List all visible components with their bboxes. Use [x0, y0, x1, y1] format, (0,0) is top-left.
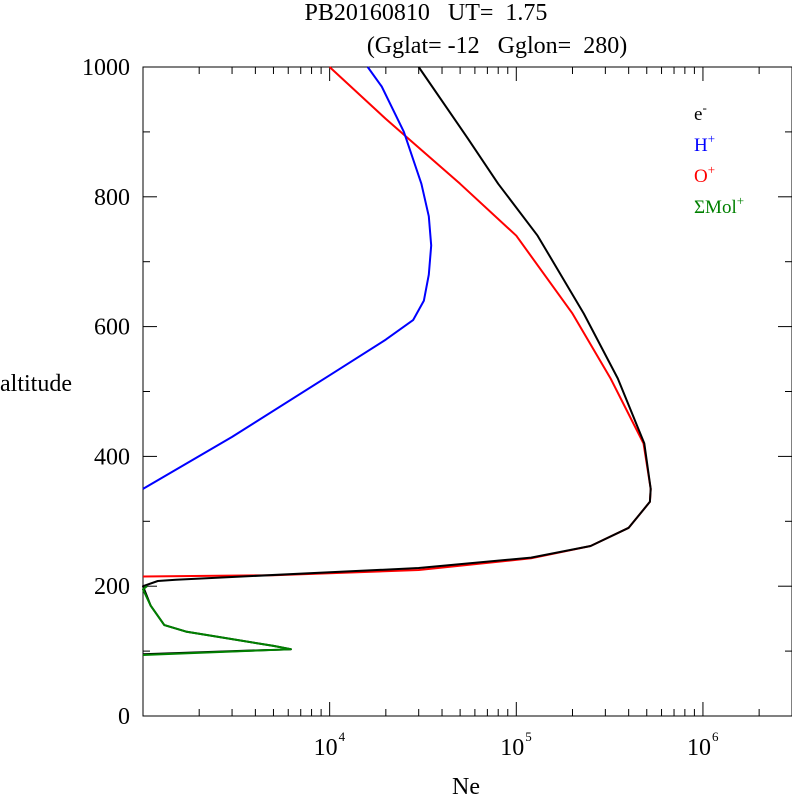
- series-group: [142, 66, 652, 656]
- y-tick-label: 800: [94, 185, 130, 211]
- x-tick-exponent: 6: [712, 729, 719, 744]
- plot-frame: [142, 66, 792, 717]
- y-tick-label: 600: [94, 315, 130, 341]
- x-tick-label: 10: [500, 735, 524, 761]
- y-tick-label: 400: [94, 444, 130, 470]
- legend-item-h: H+: [694, 131, 715, 156]
- y-tick-labels: 0 200 400 600 800 1000: [82, 55, 130, 730]
- y-tick-label: 1000: [82, 55, 130, 81]
- axis-ticks: [142, 66, 792, 717]
- legend: e- H+ O+ ΣMol+: [694, 100, 744, 218]
- legend-item-mol: ΣMol+: [694, 193, 744, 218]
- chart-title-line2: (Gglat= -12 Gglon= 280): [367, 33, 627, 59]
- series-o-line: [142, 66, 652, 578]
- x-tick-exponent: 5: [525, 729, 532, 744]
- series-mol-line: [142, 585, 292, 656]
- series-e-line: [142, 66, 652, 656]
- legend-item-e: e-: [694, 100, 707, 125]
- x-tick-exponent: 4: [339, 729, 346, 744]
- x-tick-label: 10: [687, 735, 711, 761]
- x-axis-label: Ne: [452, 774, 480, 796]
- legend-item-o: O+: [694, 162, 715, 187]
- x-tick-label: 10: [314, 735, 338, 761]
- chart-title-line1: PB20160810 UT= 1.75: [305, 0, 548, 26]
- x-tick-labels: 10 4 10 5 10 6: [314, 729, 719, 761]
- series-h-line: [142, 66, 433, 490]
- y-tick-label: 200: [94, 574, 130, 600]
- y-tick-label: 0: [118, 704, 130, 730]
- y-axis-label: altitude: [0, 371, 72, 397]
